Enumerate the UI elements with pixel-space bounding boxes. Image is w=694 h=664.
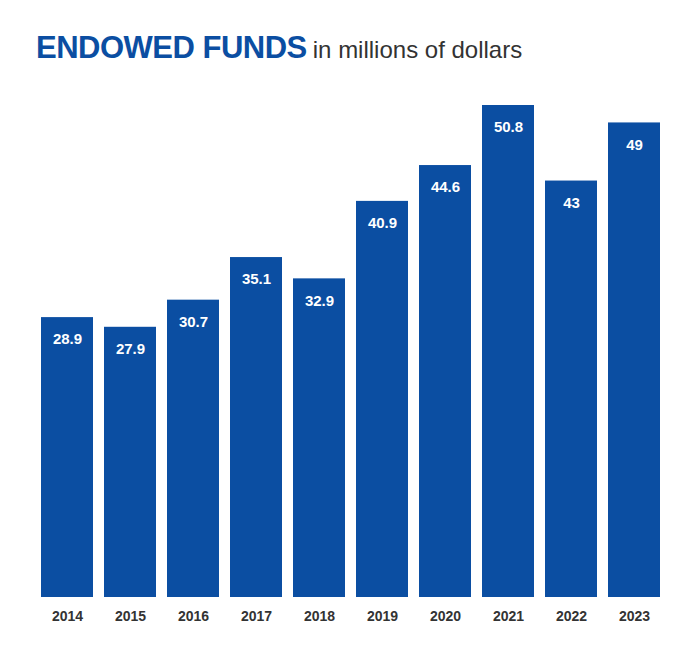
svg-text:40.9: 40.9 (368, 214, 397, 231)
svg-text:28.9: 28.9 (53, 330, 82, 347)
svg-text:2018: 2018 (304, 608, 335, 624)
svg-text:43: 43 (563, 194, 580, 211)
svg-text:49: 49 (626, 136, 643, 153)
svg-text:2017: 2017 (241, 608, 272, 624)
svg-text:2023: 2023 (619, 608, 650, 624)
svg-text:32.9: 32.9 (305, 292, 334, 309)
svg-text:2021: 2021 (493, 608, 524, 624)
svg-text:2020: 2020 (430, 608, 461, 624)
svg-text:2016: 2016 (178, 608, 209, 624)
svg-text:35.1: 35.1 (242, 270, 271, 287)
svg-text:27.9: 27.9 (116, 340, 145, 357)
svg-text:44.6: 44.6 (431, 178, 460, 195)
svg-text:30.7: 30.7 (179, 313, 208, 330)
svg-text:2015: 2015 (115, 608, 146, 624)
svg-text:2014: 2014 (52, 608, 83, 624)
svg-text:2022: 2022 (556, 608, 587, 624)
html-text:ENDOWED FUNDS in millions of d: ENDOWED FUNDS in millions of dollars (36, 30, 523, 65)
svg-text:50.8: 50.8 (494, 118, 523, 135)
svg-text:2019: 2019 (367, 608, 398, 624)
